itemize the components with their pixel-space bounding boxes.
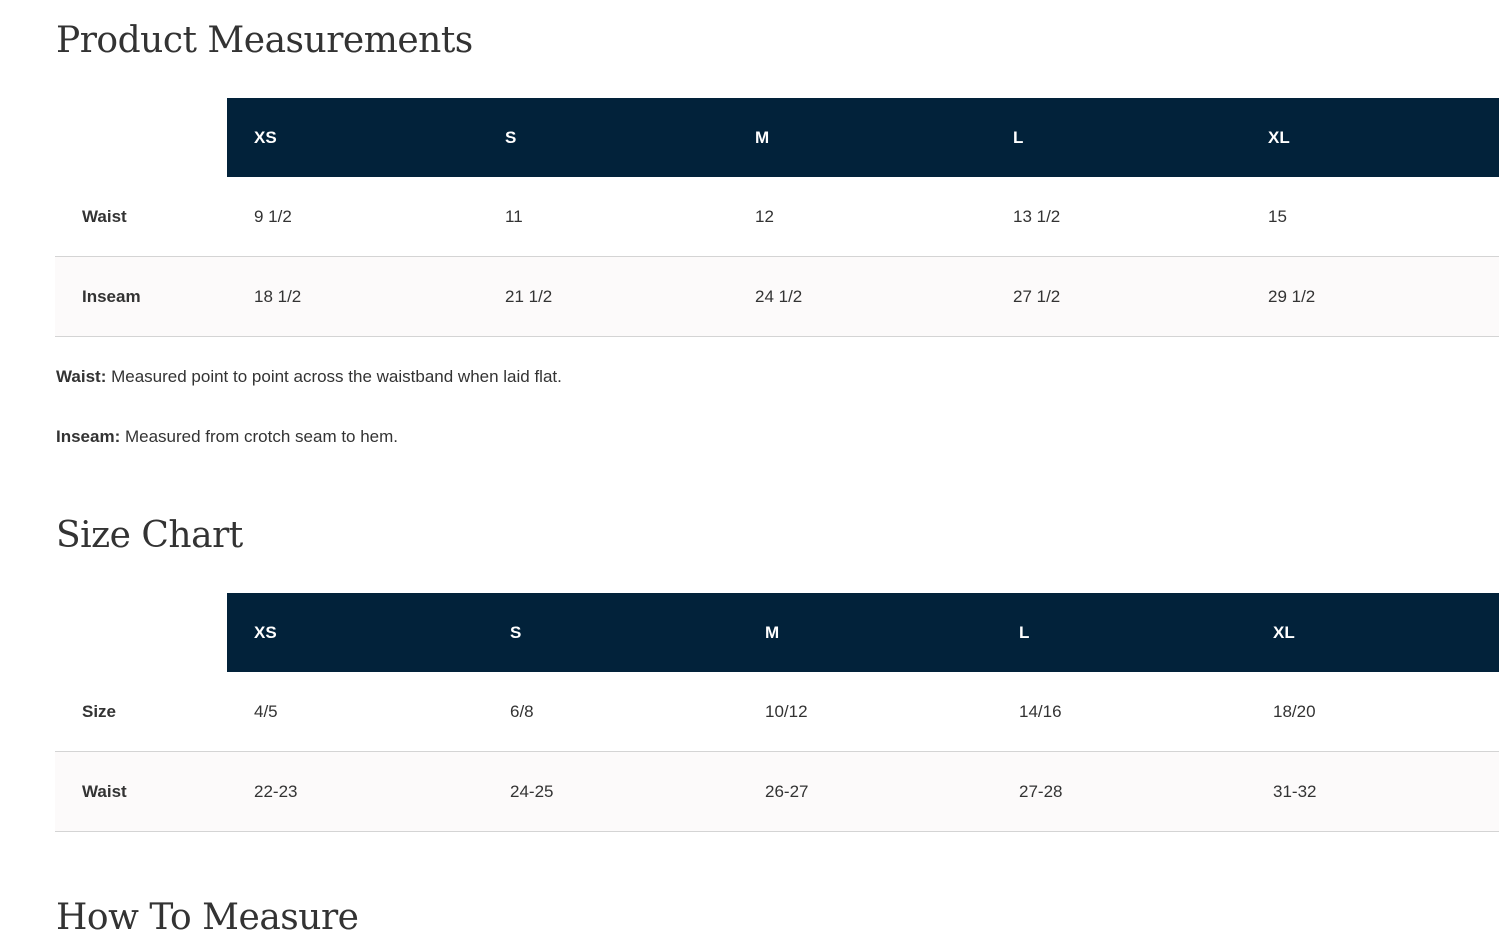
size-header: XL bbox=[1241, 98, 1499, 177]
size-header: XS bbox=[227, 98, 478, 177]
size-header: XL bbox=[1246, 593, 1499, 672]
row-label: Waist bbox=[55, 177, 227, 257]
size-header: S bbox=[483, 593, 738, 672]
size-chart-table: XS S M L XL Size 4/5 6/8 10/12 14/16 18/… bbox=[55, 593, 1499, 832]
note-term: Inseam: bbox=[56, 427, 121, 446]
product-measurements-title: Product Measurements bbox=[56, 20, 473, 61]
note-text: Measured from crotch seam to hem. bbox=[120, 427, 399, 446]
cell: 11 bbox=[478, 177, 728, 257]
header-blank bbox=[55, 593, 227, 672]
how-to-measure-title: How To Measure bbox=[56, 897, 359, 938]
cell: 27-28 bbox=[992, 751, 1246, 832]
size-header: S bbox=[478, 98, 728, 177]
cell: 12 bbox=[728, 177, 986, 257]
cell: 18/20 bbox=[1246, 672, 1499, 752]
note-term: Waist: bbox=[56, 367, 107, 386]
cell: 26-27 bbox=[738, 751, 992, 832]
product-measurements-table: XS S M L XL Waist 9 1/2 11 12 13 1/2 15 … bbox=[55, 98, 1499, 337]
cell: 24-25 bbox=[483, 751, 738, 832]
table-row: Inseam 18 1/2 21 1/2 24 1/2 27 1/2 29 1/… bbox=[55, 256, 1499, 337]
header-blank bbox=[55, 98, 227, 177]
table-row: Waist 22-23 24-25 26-27 27-28 31-32 bbox=[55, 751, 1499, 832]
inseam-note: Inseam: Measured from crotch seam to hem… bbox=[56, 427, 398, 447]
row-label: Size bbox=[55, 672, 227, 752]
row-label: Waist bbox=[55, 751, 227, 832]
cell: 10/12 bbox=[738, 672, 992, 752]
cell: 6/8 bbox=[483, 672, 738, 752]
table-header-row: XS S M L XL bbox=[55, 98, 1499, 177]
cell: 21 1/2 bbox=[478, 256, 728, 337]
cell: 14/16 bbox=[992, 672, 1246, 752]
row-label: Inseam bbox=[55, 256, 227, 337]
size-header: XS bbox=[227, 593, 483, 672]
cell: 27 1/2 bbox=[986, 256, 1241, 337]
size-header: L bbox=[986, 98, 1241, 177]
waist-note: Waist: Measured point to point across th… bbox=[56, 367, 562, 387]
cell: 13 1/2 bbox=[986, 177, 1241, 257]
note-text: Measured point to point across the waist… bbox=[106, 367, 562, 386]
cell: 15 bbox=[1241, 177, 1499, 257]
cell: 24 1/2 bbox=[728, 256, 986, 337]
table-header-row: XS S M L XL bbox=[55, 593, 1499, 672]
table-row: Size 4/5 6/8 10/12 14/16 18/20 bbox=[55, 672, 1499, 752]
cell: 31-32 bbox=[1246, 751, 1499, 832]
cell: 29 1/2 bbox=[1241, 256, 1499, 337]
cell: 22-23 bbox=[227, 751, 483, 832]
size-header: M bbox=[738, 593, 992, 672]
size-chart-title: Size Chart bbox=[56, 515, 243, 556]
cell: 18 1/2 bbox=[227, 256, 478, 337]
size-header: M bbox=[728, 98, 986, 177]
cell: 4/5 bbox=[227, 672, 483, 752]
size-header: L bbox=[992, 593, 1246, 672]
table-row: Waist 9 1/2 11 12 13 1/2 15 bbox=[55, 177, 1499, 257]
cell: 9 1/2 bbox=[227, 177, 478, 257]
